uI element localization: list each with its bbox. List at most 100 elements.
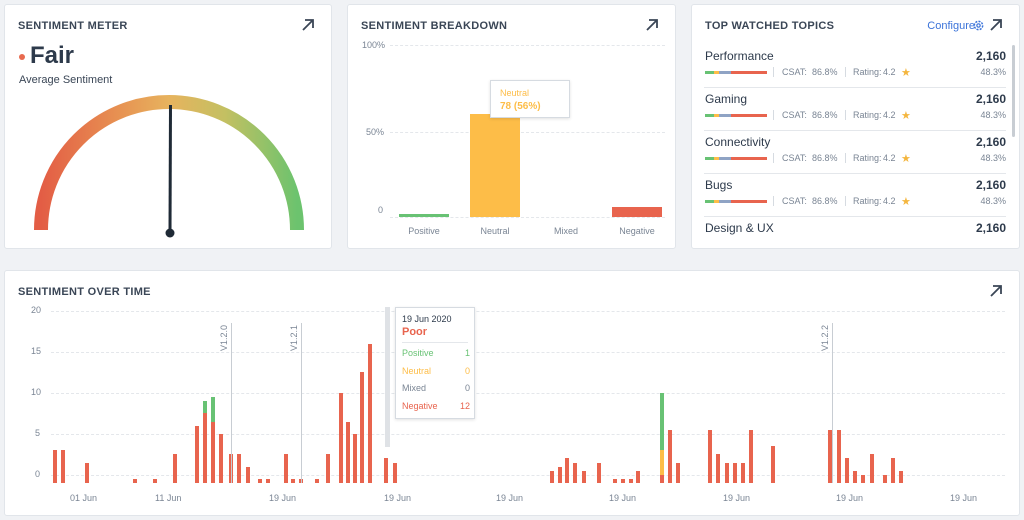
timeline-bar-negative[interactable] xyxy=(749,429,753,483)
breakdown-bar-negative[interactable] xyxy=(612,206,662,217)
x-tick-label: 19 Jun xyxy=(609,493,637,503)
timeline-bar-negative[interactable] xyxy=(53,450,57,483)
timeline-bar-negative[interactable] xyxy=(837,429,841,483)
timeline-bar-positive[interactable] xyxy=(203,401,207,414)
timeline-bar-negative[interactable] xyxy=(550,470,554,483)
timeline-tooltip: 19 Jun 2020 Poor Positive 1 Neutral 0 Mixe… xyxy=(395,307,475,419)
timeline-bar-negative[interactable] xyxy=(85,462,89,483)
gear-icon[interactable] xyxy=(972,19,985,32)
timeline-bar-negative[interactable] xyxy=(899,470,903,483)
timeline-bar-positive[interactable] xyxy=(211,397,215,422)
timeline-bar-negative[interactable] xyxy=(771,446,775,483)
timeline-bar-negative[interactable] xyxy=(558,466,562,483)
timeline-bar-neutral[interactable] xyxy=(660,450,664,475)
topic-row[interactable]: Performance 2,160 CSAT: 86.8% Rating: 4.2 ★ 48.… xyxy=(704,45,1006,88)
timeline-bar-negative[interactable] xyxy=(284,454,288,483)
timeline-bar-negative[interactable] xyxy=(708,429,712,483)
release-label: V1.2.0 xyxy=(219,324,229,351)
sentiment-status-dot xyxy=(19,54,25,60)
timeline-bar-negative[interactable] xyxy=(195,425,199,483)
timeline-bar-negative[interactable] xyxy=(173,454,177,483)
timeline-bar-negative[interactable] xyxy=(613,478,617,483)
topic-row[interactable]: Design & UX 2,160 xyxy=(704,217,1006,260)
configure-link[interactable]: Configure xyxy=(927,20,975,32)
x-tick-label: 01 Jun xyxy=(70,493,98,503)
topic-sentiment-bar xyxy=(705,200,767,203)
gauge-needle xyxy=(168,105,172,232)
topic-count: 2,160 xyxy=(975,221,1006,235)
timeline-bar-negative[interactable] xyxy=(725,462,729,483)
topic-count: 2,160 xyxy=(975,135,1006,149)
breakdown-bar-positive[interactable] xyxy=(399,213,449,217)
arrow-up-right-icon[interactable] xyxy=(643,16,661,34)
timeline-bar-positive[interactable] xyxy=(660,392,664,451)
timeline-bar-negative[interactable] xyxy=(211,421,215,483)
timeline-bar-negative[interactable] xyxy=(258,478,262,483)
timeline-bar-negative[interactable] xyxy=(853,470,857,483)
timeline-bar-negative[interactable] xyxy=(573,462,577,483)
timeline-bar-negative[interactable] xyxy=(266,478,270,483)
timeline-bar-negative[interactable] xyxy=(636,470,640,483)
arrow-up-right-icon[interactable] xyxy=(987,282,1005,300)
sentiment-meter-card: SENTIMENT METER Fair Average Sentiment xyxy=(4,4,332,249)
topic-row[interactable]: Bugs 2,160 CSAT: 86.8% Rating: 4.2 ★ 48.3% xyxy=(704,174,1006,217)
timeline-bar-negative[interactable] xyxy=(891,458,895,483)
topic-row[interactable]: Gaming 2,160 CSAT: 86.8% Rating: 4.2 ★ 48.3% xyxy=(704,88,1006,131)
tooltip-status: Poor xyxy=(402,326,428,338)
gauge-pivot xyxy=(165,228,175,238)
timeline-bar-negative[interactable] xyxy=(219,433,223,483)
timeline-bar-negative[interactable] xyxy=(237,454,241,483)
breakdown-bar-neutral[interactable] xyxy=(470,113,520,217)
breakdown-category-label: Mixed xyxy=(553,226,578,236)
timeline-bar-negative[interactable] xyxy=(733,462,737,483)
timeline-bar-negative[interactable] xyxy=(629,478,633,483)
topic-name: Connectivity xyxy=(705,135,771,149)
timeline-bar-negative[interactable] xyxy=(368,343,372,483)
breakdown-category-label: Neutral xyxy=(480,226,510,236)
timeline-bar-negative[interactable] xyxy=(828,429,832,483)
timeline-bar-negative[interactable] xyxy=(203,413,207,483)
timeline-bar-negative[interactable] xyxy=(870,454,874,483)
topic-count: 2,160 xyxy=(975,49,1006,63)
topic-rating: 4.2 xyxy=(883,110,896,120)
timeline-bar-negative[interactable] xyxy=(883,474,887,483)
sentiment-value: Fair xyxy=(30,42,75,69)
timeline-bar-negative[interactable] xyxy=(326,454,330,483)
timeline-bar-negative[interactable] xyxy=(61,450,65,483)
timeline-bar-negative[interactable] xyxy=(660,474,664,483)
y-tick-50: 50% xyxy=(366,127,385,137)
arrow-up-right-icon[interactable] xyxy=(987,16,1005,34)
timeline-bar-negative[interactable] xyxy=(246,466,250,483)
timeline-bar-negative[interactable] xyxy=(668,429,672,483)
timeline-bar-negative[interactable] xyxy=(582,470,586,483)
topic-name: Gaming xyxy=(705,92,748,106)
arrow-up-right-icon[interactable] xyxy=(299,16,317,34)
timeline-bar-negative[interactable] xyxy=(384,458,388,483)
topics-scrollbar[interactable] xyxy=(1012,45,1015,137)
timeline-bar-negative[interactable] xyxy=(861,474,865,483)
timeline-bar-negative[interactable] xyxy=(565,458,569,483)
timeline-bar-negative[interactable] xyxy=(315,478,319,483)
timeline-bar-negative[interactable] xyxy=(133,478,137,483)
timeline-bar-negative[interactable] xyxy=(716,454,720,483)
timeline-bar-negative[interactable] xyxy=(346,421,350,483)
timeline-bar-negative[interactable] xyxy=(153,478,157,483)
timeline-bar-negative[interactable] xyxy=(393,462,397,483)
timeline-bar-negative[interactable] xyxy=(621,478,625,483)
topic-share: 48.3% xyxy=(980,110,1006,120)
timeline-bar-negative[interactable] xyxy=(339,392,343,483)
topic-row[interactable]: Connectivity 2,160 CSAT: 86.8% Rating: 4.2 ★ 48… xyxy=(704,131,1006,174)
timeline-bar-negative[interactable] xyxy=(353,433,357,483)
sentiment-gauge xyxy=(34,95,304,238)
timeline-bar-negative[interactable] xyxy=(291,478,295,483)
timeline-bar-negative[interactable] xyxy=(597,462,601,483)
timeline-bar-negative[interactable] xyxy=(676,462,680,483)
timeline-bar-negative[interactable] xyxy=(360,372,364,483)
timeline-bar-negative[interactable] xyxy=(845,458,849,483)
timeline-bar-negative[interactable] xyxy=(741,462,745,483)
topic-rating: 4.2 xyxy=(883,67,896,77)
x-tick-label: 11 Jun xyxy=(155,493,182,503)
tooltip-row-positive: Positive 1 xyxy=(402,348,470,358)
sentiment-over-time-card: SENTIMENT OVER TIME 0 5 10 15 20 V1.2.0 V1.2… xyxy=(4,270,1020,516)
topic-count: 2,160 xyxy=(975,178,1006,192)
